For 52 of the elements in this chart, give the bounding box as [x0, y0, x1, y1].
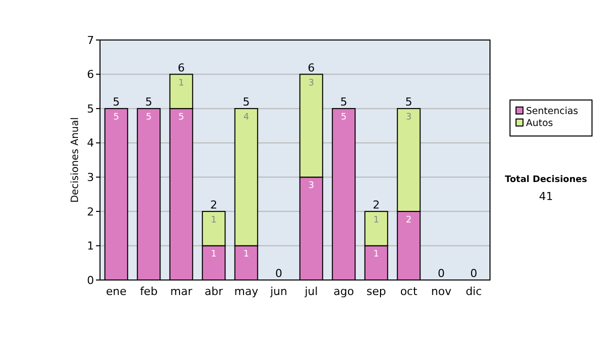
x-tick-label: ene — [106, 285, 127, 298]
total-label: 2 — [210, 198, 218, 212]
data-label: 1 — [243, 250, 250, 260]
x-tick-label: mar — [170, 285, 193, 298]
y-tick-label: 0 — [87, 274, 94, 287]
x-tick-label: oct — [400, 285, 418, 298]
data-label: 4 — [243, 112, 250, 123]
x-tick-label: abr — [204, 285, 224, 298]
text: Total Decisiones — [504, 175, 588, 185]
data-label: 1 — [373, 250, 380, 260]
data-label: 1 — [210, 250, 217, 260]
x-tick-label: nov — [431, 285, 452, 298]
data-label: 1 — [373, 215, 380, 226]
data-label: 3 — [308, 78, 314, 88]
x-tick-label: sep — [366, 285, 386, 298]
x-tick-label: jun — [269, 285, 288, 298]
y-tick-label: 7 — [87, 34, 94, 47]
data-label: 5 — [113, 112, 120, 123]
legend-label: Autos — [526, 118, 554, 129]
x-tick-label: feb — [140, 285, 158, 298]
total-label: 6 — [178, 61, 185, 74]
total-label: 5 — [145, 96, 152, 109]
data-label: 3 — [308, 181, 314, 192]
y-tick-label: 6 — [87, 68, 94, 82]
total-label: 5 — [242, 96, 250, 109]
data-label: 5 — [178, 112, 184, 123]
y-tick-label: 4 — [87, 136, 94, 150]
data-label: 5 — [340, 112, 347, 123]
data-label: 5 — [146, 112, 152, 123]
y-tick-label: 1 — [87, 240, 94, 253]
data-label: 1 — [210, 215, 217, 226]
x-tick-label: jul — [304, 285, 318, 298]
legend-label: Sentencias — [526, 106, 578, 117]
total-label: 5 — [405, 96, 412, 109]
y-tick-label: 5 — [87, 102, 94, 116]
x-tick-label: dic — [466, 285, 482, 298]
total-label: 6 — [308, 61, 315, 74]
data-label: 2 — [406, 215, 412, 226]
y-tick-label: 2 — [87, 205, 94, 218]
x-tick-label: ago — [334, 285, 354, 298]
data-label: 1 — [178, 78, 184, 88]
y-tick-label: 3 — [87, 170, 94, 184]
data-label: 3 — [406, 112, 412, 123]
y-axis-title: Decisiones Anual — [70, 117, 81, 203]
total-label: 2 — [372, 198, 380, 212]
total-label: 0 — [275, 267, 282, 280]
total-label: 0 — [470, 267, 478, 280]
total-label: 5 — [112, 96, 120, 109]
total-label: 5 — [340, 96, 348, 109]
x-tick-label: may — [234, 285, 259, 298]
text: 41 — [539, 190, 553, 203]
total-label: 0 — [438, 267, 445, 280]
